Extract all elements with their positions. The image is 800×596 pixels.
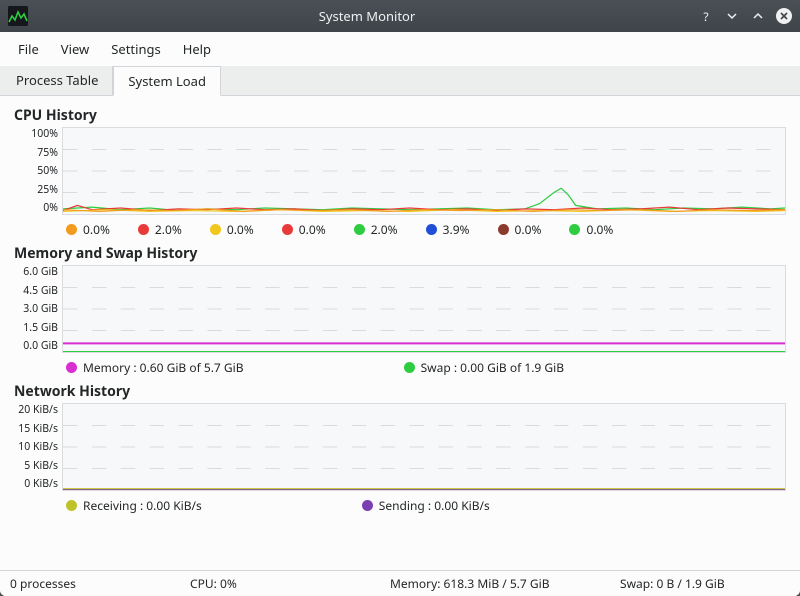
- legend-label: 0.0%: [83, 221, 110, 238]
- memory-plot: [62, 265, 786, 353]
- legend-dot-icon: [498, 224, 509, 235]
- memory-history-block: Memory and Swap History 6.0 GiB4.5 GiB3.…: [6, 244, 786, 376]
- menu-file[interactable]: File: [8, 36, 49, 62]
- cpu-chart-title: CPU History: [14, 106, 786, 125]
- legend-item: 0.0%: [282, 221, 326, 238]
- network-y-axis: 20 KiB/s15 KiB/s10 KiB/s5 KiB/s0 KiB/s: [6, 403, 62, 491]
- legend-label: 0.0%: [299, 221, 326, 238]
- network-history-block: Network History 20 KiB/s15 KiB/s10 KiB/s…: [6, 382, 786, 514]
- tabs: Process Table System Load: [0, 66, 800, 96]
- legend-item: Swap : 0.00 GiB of 1.9 GiB: [404, 359, 564, 376]
- legend-dot-icon: [404, 362, 415, 373]
- cpu-legend: 0.0% 2.0% 0.0% 0.0% 2.0% 3.9% 0.0% 0.0%: [66, 221, 786, 238]
- close-icon[interactable]: [776, 8, 792, 24]
- legend-dot-icon: [138, 224, 149, 235]
- legend-item: Memory : 0.60 GiB of 5.7 GiB: [66, 359, 244, 376]
- legend-label: 3.9%: [443, 221, 470, 238]
- legend-dot-icon: [426, 224, 437, 235]
- legend-dot-icon: [282, 224, 293, 235]
- legend-item: 2.0%: [138, 221, 182, 238]
- legend-item: 0.0%: [66, 221, 110, 238]
- cpu-y-axis: 100%75%50%25%0%: [6, 127, 62, 215]
- network-legend: Receiving : 0.00 KiB/s Sending : 0.00 KiB…: [66, 497, 786, 514]
- legend-label: 0.0%: [586, 221, 613, 238]
- legend-dot-icon: [362, 500, 373, 511]
- window: System Monitor ? File View Settings Help…: [0, 0, 800, 596]
- status-memory: Memory: 618.3 MiB / 5.7 GiB: [390, 575, 620, 592]
- window-title: System Monitor: [36, 7, 698, 25]
- legend-item: 0.0%: [569, 221, 613, 238]
- cpu-plot: [62, 127, 786, 215]
- legend-item: 0.0%: [498, 221, 542, 238]
- status-swap: Swap: 0 B / 1.9 GiB: [620, 575, 725, 592]
- legend-dot-icon: [210, 224, 221, 235]
- legend-label: 0.0%: [515, 221, 542, 238]
- memory-legend: Memory : 0.60 GiB of 5.7 GiB Swap : 0.00 …: [66, 359, 786, 376]
- legend-label: Receiving : 0.00 KiB/s: [83, 497, 202, 514]
- legend-dot-icon: [569, 224, 580, 235]
- legend-label: Sending : 0.00 KiB/s: [379, 497, 490, 514]
- network-plot: [62, 403, 786, 491]
- legend-item: 3.9%: [426, 221, 470, 238]
- legend-item: 0.0%: [210, 221, 254, 238]
- legend-label: 2.0%: [371, 221, 398, 238]
- app-icon: [8, 6, 28, 26]
- titlebar: System Monitor ?: [0, 0, 800, 32]
- legend-dot-icon: [66, 362, 77, 373]
- cpu-history-block: CPU History 100%75%50%25%0% 0.0%2.0%0.0%…: [6, 106, 786, 238]
- menu-settings[interactable]: Settings: [101, 36, 170, 62]
- menu-help[interactable]: Help: [173, 36, 221, 62]
- legend-label: Memory : 0.60 GiB of 5.7 GiB: [83, 359, 244, 376]
- legend-item: Receiving : 0.00 KiB/s: [66, 497, 202, 514]
- status-cpu: CPU: 0%: [190, 575, 390, 592]
- legend-dot-icon: [354, 224, 365, 235]
- window-controls: ?: [698, 8, 792, 24]
- network-chart-title: Network History: [14, 382, 786, 401]
- memory-y-axis: 6.0 GiB4.5 GiB3.0 GiB1.5 GiB0.0 GiB: [6, 265, 62, 353]
- help-icon[interactable]: ?: [698, 8, 714, 24]
- legend-item: Sending : 0.00 KiB/s: [362, 497, 490, 514]
- maximize-icon[interactable]: [750, 8, 766, 24]
- statusbar: 0 processes CPU: 0% Memory: 618.3 MiB / …: [0, 570, 800, 596]
- status-processes: 0 processes: [10, 575, 190, 592]
- tab-process-table[interactable]: Process Table: [2, 66, 113, 95]
- menu-view[interactable]: View: [51, 36, 99, 62]
- legend-label: 0.0%: [227, 221, 254, 238]
- charts-area: CPU History 100%75%50%25%0% 0.0%2.0%0.0%…: [0, 96, 800, 570]
- legend-label: 2.0%: [155, 221, 182, 238]
- menubar: File View Settings Help: [0, 32, 800, 66]
- memory-chart-title: Memory and Swap History: [14, 244, 786, 263]
- legend-label: Swap : 0.00 GiB of 1.9 GiB: [421, 359, 564, 376]
- legend-item: 2.0%: [354, 221, 398, 238]
- legend-dot-icon: [66, 500, 77, 511]
- minimize-icon[interactable]: [724, 8, 740, 24]
- content: File View Settings Help Process Table Sy…: [0, 32, 800, 596]
- tab-system-load[interactable]: System Load: [113, 66, 221, 96]
- legend-dot-icon: [66, 224, 77, 235]
